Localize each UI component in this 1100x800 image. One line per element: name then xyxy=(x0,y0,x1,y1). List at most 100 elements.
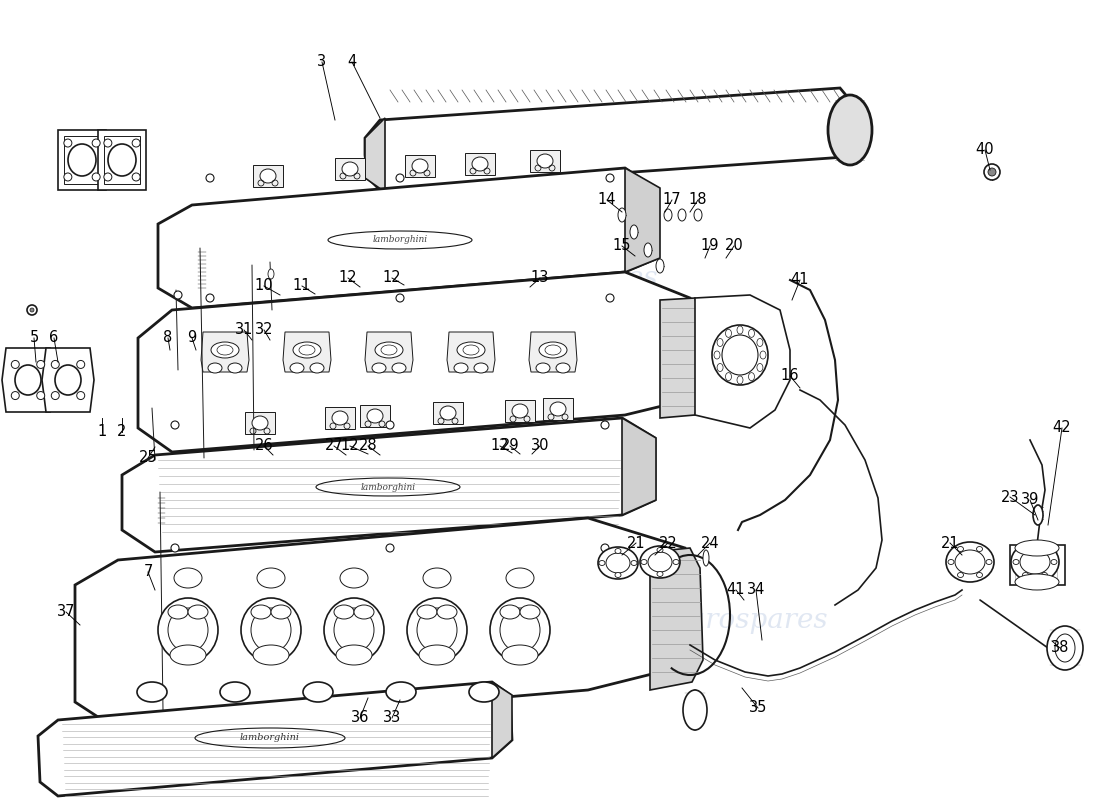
Ellipse shape xyxy=(206,294,214,302)
Ellipse shape xyxy=(640,546,680,578)
Ellipse shape xyxy=(340,568,368,588)
Ellipse shape xyxy=(717,338,723,346)
Ellipse shape xyxy=(657,547,663,553)
Polygon shape xyxy=(98,130,146,190)
Ellipse shape xyxy=(1015,540,1059,556)
Ellipse shape xyxy=(302,682,333,702)
Ellipse shape xyxy=(472,157,488,171)
Text: 15: 15 xyxy=(613,238,631,254)
Ellipse shape xyxy=(211,342,239,358)
Ellipse shape xyxy=(536,363,550,373)
Ellipse shape xyxy=(955,550,984,574)
Ellipse shape xyxy=(251,605,271,619)
Polygon shape xyxy=(465,153,495,175)
Ellipse shape xyxy=(988,168,996,176)
Ellipse shape xyxy=(726,330,732,338)
Ellipse shape xyxy=(601,421,609,429)
Polygon shape xyxy=(42,348,94,412)
Text: 42: 42 xyxy=(1053,421,1071,435)
Ellipse shape xyxy=(170,544,179,552)
Ellipse shape xyxy=(544,345,561,355)
Ellipse shape xyxy=(737,376,742,384)
Ellipse shape xyxy=(55,365,81,395)
Ellipse shape xyxy=(506,568,534,588)
Ellipse shape xyxy=(454,363,467,373)
Ellipse shape xyxy=(977,546,982,551)
Ellipse shape xyxy=(206,174,214,182)
Ellipse shape xyxy=(220,682,250,702)
Ellipse shape xyxy=(386,544,394,552)
Text: 24: 24 xyxy=(701,535,719,550)
Polygon shape xyxy=(365,118,385,192)
Ellipse shape xyxy=(158,598,218,662)
Ellipse shape xyxy=(986,559,992,565)
Text: 30: 30 xyxy=(530,438,549,454)
Polygon shape xyxy=(650,548,703,690)
Polygon shape xyxy=(122,418,654,552)
Text: 29: 29 xyxy=(500,438,519,454)
Ellipse shape xyxy=(726,373,732,381)
Ellipse shape xyxy=(1042,573,1047,578)
Ellipse shape xyxy=(556,363,570,373)
Ellipse shape xyxy=(1023,573,1028,578)
Ellipse shape xyxy=(392,363,406,373)
Polygon shape xyxy=(104,136,140,184)
Ellipse shape xyxy=(367,409,383,423)
Ellipse shape xyxy=(354,605,374,619)
Ellipse shape xyxy=(630,225,638,239)
Polygon shape xyxy=(625,168,660,272)
Polygon shape xyxy=(433,402,463,424)
Text: 12: 12 xyxy=(341,438,360,454)
Ellipse shape xyxy=(52,361,59,369)
Ellipse shape xyxy=(694,209,702,221)
Text: 20: 20 xyxy=(725,238,744,254)
Ellipse shape xyxy=(30,308,34,312)
Text: 33: 33 xyxy=(383,710,402,726)
Ellipse shape xyxy=(334,608,374,652)
Ellipse shape xyxy=(251,608,292,652)
Ellipse shape xyxy=(657,571,663,577)
Text: lamborghini: lamborghini xyxy=(373,235,428,245)
Ellipse shape xyxy=(92,139,100,147)
Text: lamborghini: lamborghini xyxy=(240,734,300,742)
Ellipse shape xyxy=(615,549,622,554)
Text: 17: 17 xyxy=(662,193,681,207)
Text: 12: 12 xyxy=(383,270,402,286)
Ellipse shape xyxy=(664,209,672,221)
Ellipse shape xyxy=(217,345,233,355)
Ellipse shape xyxy=(77,361,85,369)
Polygon shape xyxy=(695,295,790,428)
Ellipse shape xyxy=(271,605,292,619)
Ellipse shape xyxy=(714,351,720,359)
Polygon shape xyxy=(1010,545,1065,585)
Ellipse shape xyxy=(502,645,538,665)
Ellipse shape xyxy=(600,561,605,566)
Ellipse shape xyxy=(372,363,386,373)
Ellipse shape xyxy=(257,568,285,588)
Text: 38: 38 xyxy=(1050,641,1069,655)
Text: 7: 7 xyxy=(143,565,153,579)
Ellipse shape xyxy=(456,342,485,358)
Ellipse shape xyxy=(324,598,384,662)
Ellipse shape xyxy=(299,345,315,355)
Ellipse shape xyxy=(174,291,182,299)
Ellipse shape xyxy=(168,608,208,652)
Text: 13: 13 xyxy=(531,270,549,286)
Ellipse shape xyxy=(170,421,179,429)
Ellipse shape xyxy=(757,363,763,371)
Ellipse shape xyxy=(77,391,85,399)
Ellipse shape xyxy=(64,173,72,181)
Text: eurospares: eurospares xyxy=(502,265,658,291)
Ellipse shape xyxy=(138,682,167,702)
Polygon shape xyxy=(530,150,560,172)
Ellipse shape xyxy=(419,645,455,665)
Text: 14: 14 xyxy=(597,193,616,207)
Ellipse shape xyxy=(1055,634,1075,662)
Ellipse shape xyxy=(174,568,202,588)
Ellipse shape xyxy=(36,391,45,399)
Polygon shape xyxy=(39,682,512,796)
Text: 41: 41 xyxy=(727,582,746,598)
Ellipse shape xyxy=(342,162,358,176)
Ellipse shape xyxy=(463,345,478,355)
Text: 22: 22 xyxy=(659,535,678,550)
